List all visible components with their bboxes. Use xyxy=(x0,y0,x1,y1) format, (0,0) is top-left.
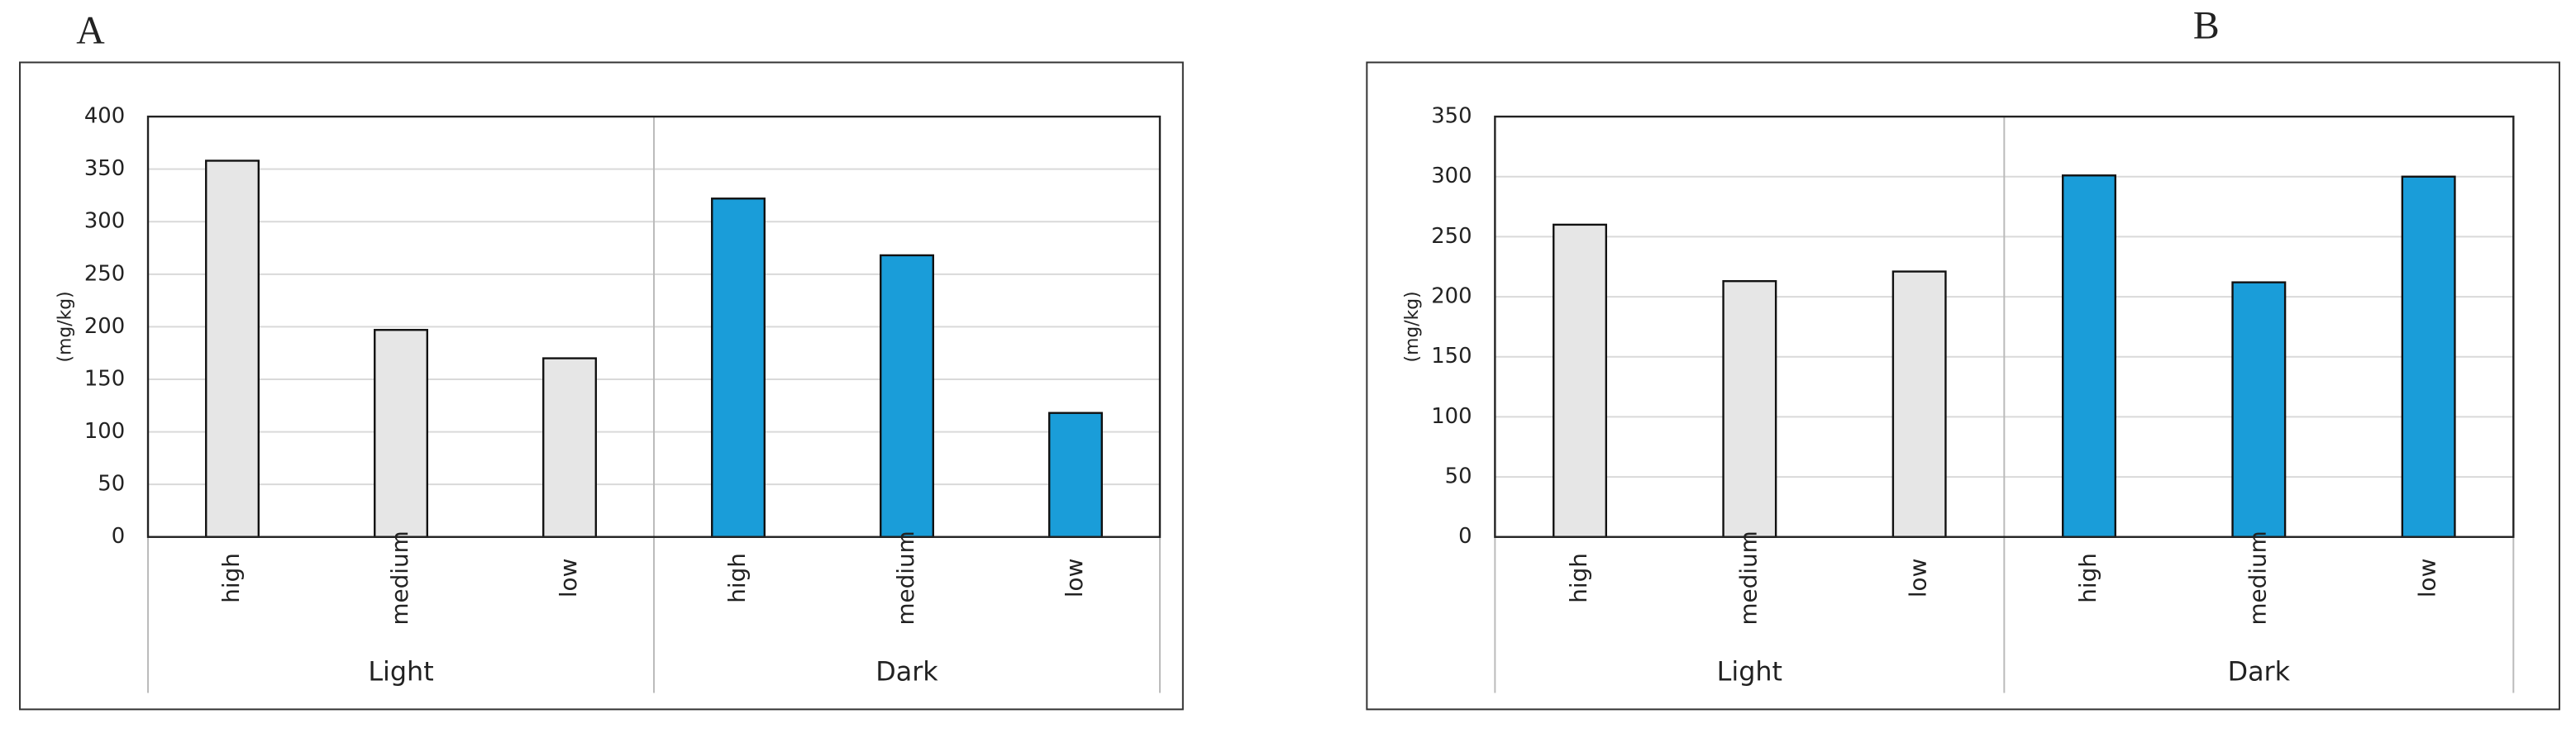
chart-frame xyxy=(19,61,1184,711)
bar xyxy=(711,198,766,538)
bar xyxy=(1048,412,1103,538)
y-tick-label: 100 xyxy=(1431,404,1472,429)
x-tick-label: high xyxy=(723,553,751,603)
bar xyxy=(374,329,429,538)
y-tick-label: 300 xyxy=(84,209,125,234)
group-label: Light xyxy=(1717,657,1782,688)
x-tick-label: medium xyxy=(2244,531,2271,625)
y-tick-label: 50 xyxy=(1445,464,1472,489)
panel-label: B xyxy=(2193,5,2220,48)
x-tick-label: high xyxy=(1565,553,1592,603)
x-tick-label: high xyxy=(2074,553,2101,603)
group-label: Dark xyxy=(875,657,938,688)
bar xyxy=(2231,281,2287,538)
y-tick-label: 250 xyxy=(1431,224,1472,249)
y-tick-label: 0 xyxy=(1458,524,1472,549)
x-tick-label: medium xyxy=(1734,531,1762,625)
group-label: Dark xyxy=(2228,657,2291,688)
x-tick-label: low xyxy=(1061,559,1088,597)
y-tick-label: 250 xyxy=(84,261,125,286)
bar xyxy=(2401,175,2456,538)
y-tick-label: 150 xyxy=(84,366,125,391)
y-tick-label: 300 xyxy=(1431,164,1472,188)
bar xyxy=(880,254,934,538)
x-tick-label: medium xyxy=(892,531,919,625)
y-tick-label: 0 xyxy=(112,524,125,549)
y-axis-label: (mg/kg) xyxy=(1402,291,1423,362)
y-tick-label: 150 xyxy=(1431,344,1472,369)
x-tick-label: low xyxy=(2414,559,2441,597)
plot-frame xyxy=(1494,115,2515,538)
y-tick-label: 200 xyxy=(84,314,125,339)
bar xyxy=(205,159,260,538)
x-tick-label: medium xyxy=(386,531,413,625)
group-label: Light xyxy=(368,657,433,688)
bar xyxy=(542,357,597,538)
y-tick-label: 350 xyxy=(84,156,125,181)
x-tick-label: low xyxy=(1905,559,1932,597)
y-tick-label: 200 xyxy=(1431,284,1472,309)
y-tick-label: 400 xyxy=(84,104,125,129)
y-tick-label: 100 xyxy=(84,419,125,444)
y-axis-label: (mg/kg) xyxy=(55,291,76,362)
plot-frame xyxy=(146,115,1162,538)
bar xyxy=(1891,270,1947,538)
bar xyxy=(1553,223,1608,538)
bar xyxy=(2062,174,2116,538)
y-tick-label: 50 xyxy=(98,472,125,497)
x-tick-label: low xyxy=(555,559,582,597)
bar xyxy=(1722,279,1777,538)
x-tick-label: high xyxy=(217,553,245,603)
y-tick-label: 350 xyxy=(1431,104,1472,129)
chart-frame xyxy=(1366,61,2560,711)
panel-label: A xyxy=(76,10,105,53)
